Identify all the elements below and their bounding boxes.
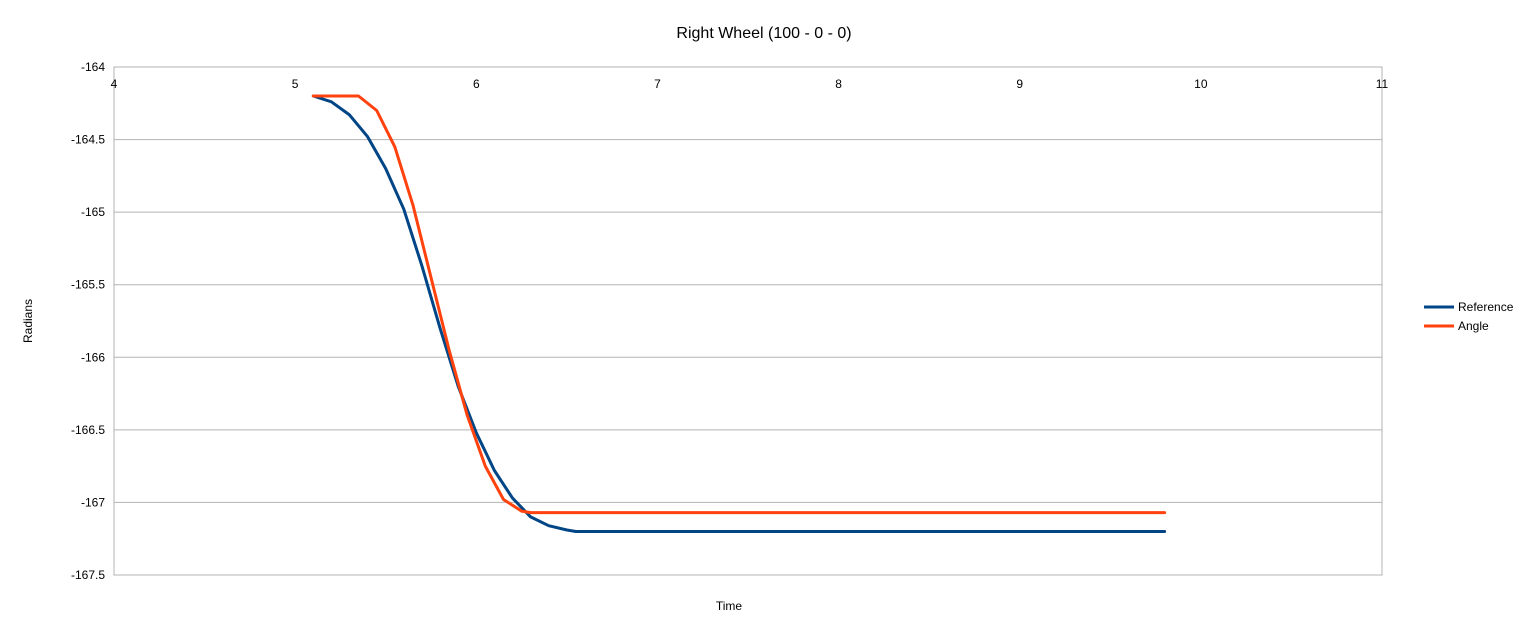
y-tick-label: -164: [81, 60, 105, 74]
y-tick-label: -164.5: [71, 133, 105, 147]
x-axis-label: Time: [716, 599, 743, 613]
y-tick-label: -167.5: [71, 568, 105, 582]
series-line-angle: [311, 94, 1167, 515]
legend-label-angle: Angle: [1458, 319, 1489, 333]
y-tick-label: -165: [81, 205, 105, 219]
y-tick-label: -165.5: [71, 278, 105, 292]
y-axis-ticks: -164 -164.5 -165 -165.5 -166 -166.5 -167 -167.5: [71, 60, 105, 582]
grid-lines: [114, 66, 1382, 576]
x-tick-label: 11: [1376, 77, 1389, 91]
y-axis-label: Radians: [21, 299, 35, 343]
x-tick-label: 5: [292, 77, 299, 91]
x-tick-label: 6: [473, 77, 480, 91]
x-axis-ticks: 4 5 6 7 8 9 10 11: [111, 77, 1389, 91]
legend-label-reference: Reference: [1458, 300, 1514, 314]
plot-area-border: [113, 66, 1383, 576]
y-tick-label: -166: [81, 350, 105, 364]
y-tick-label: -167: [81, 495, 105, 509]
x-tick-label: 7: [654, 77, 661, 91]
series-lines: [311, 94, 1167, 533]
chart-title: Right Wheel (100 - 0 - 0): [676, 25, 851, 42]
y-tick-label: -166.5: [71, 423, 105, 437]
x-tick-label: 9: [1016, 77, 1023, 91]
x-tick-label: 8: [835, 77, 842, 91]
legend: Reference Angle: [1424, 300, 1514, 333]
x-tick-label: 10: [1194, 77, 1208, 91]
x-tick-label: 4: [111, 77, 118, 91]
